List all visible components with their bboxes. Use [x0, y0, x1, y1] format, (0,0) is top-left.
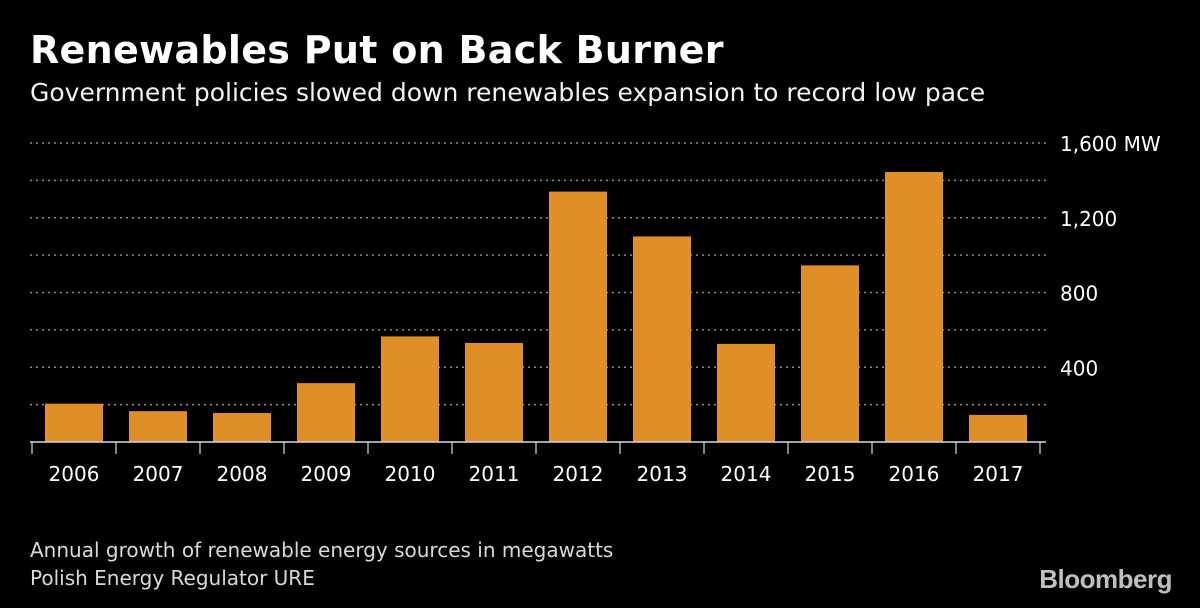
bar-2012 [549, 191, 607, 442]
y-tick-label: 1,600 MW [1060, 132, 1161, 156]
bar-2017 [969, 414, 1027, 442]
x-tick-label: 2014 [721, 462, 772, 486]
chart-source: Polish Energy Regulator URE [30, 566, 315, 590]
chart-footnote: Annual growth of renewable energy source… [30, 538, 614, 562]
y-tick-label: 1,200 [1060, 207, 1117, 231]
bar-2007 [129, 411, 187, 442]
x-tick-label: 2015 [805, 462, 856, 486]
bar-2014 [717, 343, 775, 442]
chart-subtitle: Government policies slowed down renewabl… [30, 78, 986, 107]
y-tick-label: 400 [1060, 356, 1098, 380]
x-tick-label: 2017 [973, 462, 1024, 486]
bar-2016 [885, 171, 943, 442]
x-tick-label: 2016 [889, 462, 940, 486]
y-tick-label: 800 [1060, 282, 1098, 306]
chart-title: Renewables Put on Back Burner [30, 28, 724, 72]
bloomberg-logo: Bloomberg [1039, 564, 1172, 594]
x-tick-label: 2008 [217, 462, 268, 486]
bar-2009 [297, 383, 355, 442]
x-tick-label: 2010 [385, 462, 436, 486]
bar-2010 [381, 336, 439, 442]
x-tick-label: 2012 [553, 462, 604, 486]
x-tick-label: 2009 [301, 462, 352, 486]
x-tick-label: 2006 [49, 462, 100, 486]
bar-2013 [633, 236, 691, 442]
x-tick-label: 2011 [469, 462, 520, 486]
bar-2008 [213, 413, 271, 442]
x-tick-label: 2013 [637, 462, 688, 486]
bar-2006 [45, 403, 103, 442]
bar-2011 [465, 342, 523, 442]
bar-2015 [801, 265, 859, 442]
x-tick-label: 2007 [133, 462, 184, 486]
